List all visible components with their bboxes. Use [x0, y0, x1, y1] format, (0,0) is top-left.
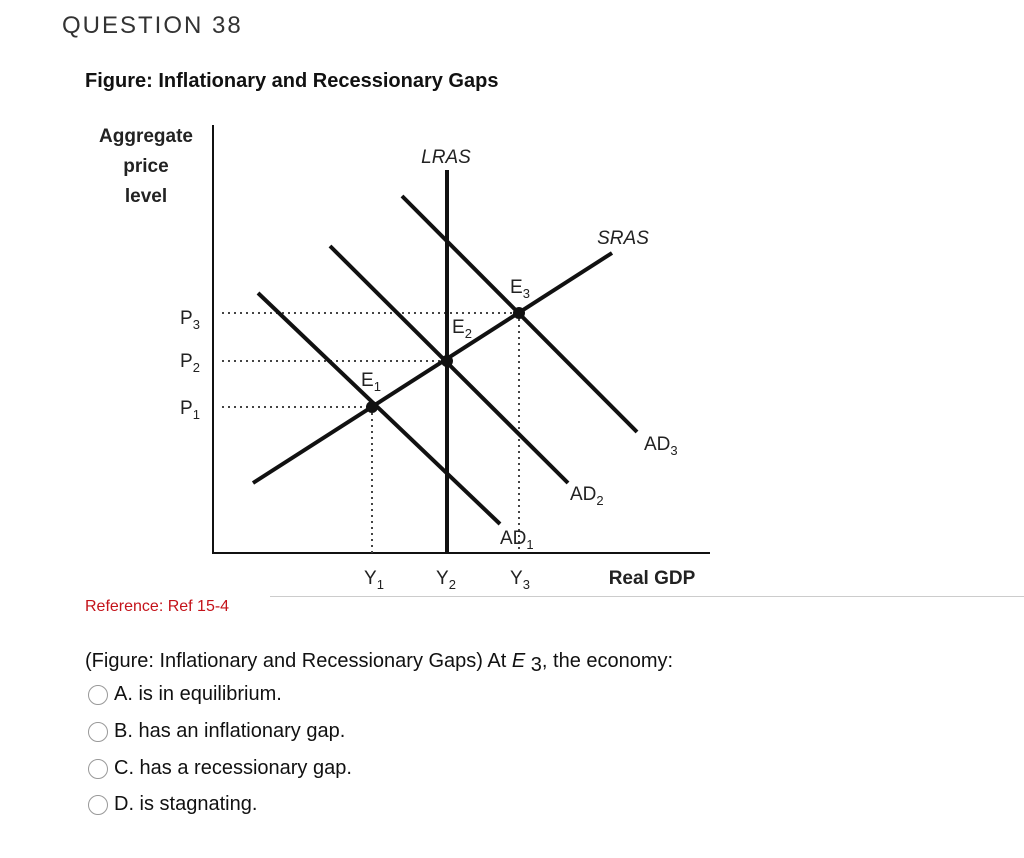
lras-label: LRAS	[421, 147, 471, 168]
label-sub: 3	[670, 443, 677, 458]
prompt-text: , the economy:	[541, 650, 674, 672]
label-sub: 1	[377, 577, 384, 592]
radio-button[interactable]	[88, 721, 108, 742]
option[interactable]: A. is in equilibrium.	[88, 683, 282, 706]
price-level-label: P1	[180, 398, 200, 422]
e1-point	[366, 401, 378, 413]
radio-button[interactable]	[88, 758, 108, 779]
figure-title: Figure: Inflationary and Recessionary Ga…	[85, 70, 499, 92]
label-sub: 2	[193, 360, 200, 375]
ad-label: AD3	[644, 434, 678, 458]
reference: Reference: Ref 15-4	[85, 598, 230, 615]
prompt-symbol: E	[511, 650, 526, 672]
price-level-label: P2	[180, 351, 200, 375]
label-base: P	[180, 351, 193, 372]
label-sub: 3	[193, 317, 200, 332]
label-sub: 1	[193, 407, 200, 422]
label-sub: 3	[523, 286, 530, 301]
prompt-text: (Figure: Inflationary and Recessionary G…	[85, 650, 512, 672]
label-sub: 2	[465, 326, 472, 341]
x-axis-label: Real GDP	[609, 568, 696, 589]
ad1-curve	[256, 291, 502, 526]
ad-label: AD1	[500, 528, 534, 552]
equilibrium-label: E1	[361, 370, 381, 394]
label-base: E	[452, 317, 465, 338]
guide-lines	[222, 312, 520, 553]
label-base: P	[180, 308, 193, 329]
question-prompt: (Figure: Inflationary and Recessionary G…	[85, 650, 674, 676]
label-sub: 1	[526, 537, 533, 552]
option[interactable]: C. has a recessionary gap.	[88, 757, 352, 780]
label-base: Y	[436, 568, 449, 589]
separator	[270, 596, 1024, 597]
question-number: QUESTION 38	[62, 12, 243, 39]
sras-label: SRAS	[597, 228, 649, 249]
radio-button[interactable]	[88, 794, 108, 815]
y-axis-label: level	[125, 186, 167, 207]
option-text[interactable]: D. is stagnating.	[114, 793, 258, 815]
figure: Aggregate price level Real GDP LRAS SRAS…	[99, 125, 710, 592]
equilibrium-label: E2	[452, 317, 472, 341]
label-sub: 1	[374, 379, 381, 394]
label-base: AD	[570, 484, 596, 505]
price-level-label: P3	[180, 308, 200, 332]
label-sub: 2	[596, 493, 603, 508]
equilibrium-points	[366, 307, 525, 413]
output-label: Y1	[364, 568, 384, 592]
radio-button[interactable]	[88, 684, 108, 705]
output-label: Y2	[436, 568, 456, 592]
equilibrium-label: E3	[510, 277, 530, 301]
label-base: E	[361, 370, 374, 391]
option-text[interactable]: A. is in equilibrium.	[114, 683, 282, 705]
option[interactable]: B. has an inflationary gap.	[88, 720, 345, 743]
output-label: Y3	[510, 568, 530, 592]
axes	[212, 125, 710, 554]
e2-point	[441, 355, 453, 367]
label-base: Y	[510, 568, 523, 589]
label-sub: 2	[449, 577, 456, 592]
label-base: P	[180, 398, 193, 419]
prompt-sub: 3	[530, 654, 542, 676]
sras-curve	[251, 251, 614, 485]
e3-point	[513, 307, 525, 319]
option-text[interactable]: B. has an inflationary gap.	[114, 720, 346, 742]
option[interactable]: D. is stagnating.	[88, 793, 257, 816]
label-base: AD	[644, 434, 670, 455]
label-base: E	[510, 277, 523, 298]
label-base: AD	[500, 528, 526, 549]
option-text[interactable]: C. has a recessionary gap.	[114, 757, 352, 779]
ad-label: AD2	[570, 484, 604, 508]
label-base: Y	[364, 568, 377, 589]
y-axis-label: Aggregate	[99, 126, 193, 147]
y-axis-label: price	[123, 156, 168, 177]
label-sub: 3	[523, 577, 530, 592]
